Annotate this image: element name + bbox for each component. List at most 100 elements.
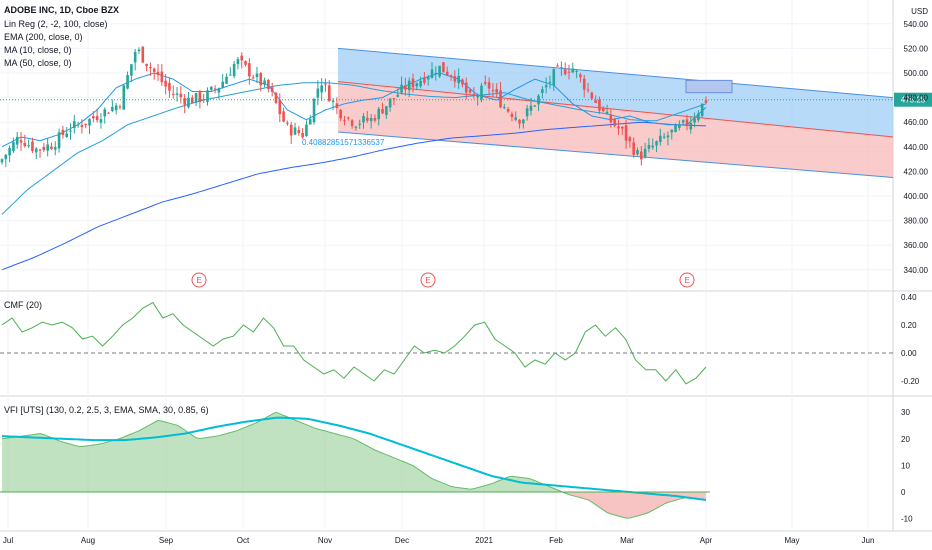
candle-body (327, 85, 331, 102)
highlight-box (685, 79, 733, 94)
candle-body (168, 82, 171, 91)
candle-body (282, 111, 285, 122)
cmf-tick-label: 0.00 (901, 349, 917, 358)
candle-body (590, 92, 594, 99)
candle-body (369, 117, 373, 122)
candle-body (472, 93, 476, 96)
candle-body (617, 126, 620, 129)
x-tick-label: Feb (549, 536, 563, 545)
candle-body (678, 124, 681, 128)
candle-body (700, 103, 704, 117)
candle-body (133, 51, 137, 63)
candle-body (76, 124, 80, 126)
candle-body (164, 80, 167, 87)
candle-body (582, 78, 586, 90)
candle-body (61, 129, 65, 135)
channel-lower-line (337, 131, 894, 179)
channel-mid-line (337, 81, 894, 138)
candle-body (541, 89, 544, 93)
candle-body (145, 63, 148, 67)
vfi-line (1, 411, 707, 519)
candle-body (84, 123, 88, 126)
candle-body (594, 100, 597, 103)
candle-body (240, 55, 244, 61)
candle-body (503, 107, 506, 109)
x-tick-label: Aug (81, 536, 95, 545)
price-tick-label: 400.00 (904, 192, 929, 201)
candle-body (259, 73, 263, 86)
candle-body (8, 147, 11, 156)
candle-body (34, 148, 38, 153)
candle-body (339, 109, 342, 119)
candle-body (449, 75, 453, 77)
candle-body (350, 120, 354, 126)
candle-body (636, 150, 639, 155)
candle-body (476, 95, 479, 98)
candle-body (244, 61, 247, 65)
legend-ema: EMA (200, close, 0) (4, 32, 83, 42)
candle-body (293, 127, 297, 135)
candle-body (316, 88, 320, 98)
candle-body (187, 97, 190, 108)
candle-body (388, 98, 392, 108)
candle-body (445, 71, 449, 76)
candle-body (95, 116, 99, 121)
vfi-title: VFI [UTS] (130, 0.2, 2.5, 3, EMA, SMA, 3… (4, 405, 209, 415)
x-tick-label: Jun (862, 536, 875, 545)
price-annotations: 478.28 E E E (0, 79, 932, 288)
linear-regression-channel: 0.40882851571336537 (302, 47, 894, 179)
candle-body (122, 85, 126, 110)
candle-body (111, 106, 114, 111)
candle-body (19, 140, 23, 143)
candle-body (689, 122, 693, 130)
candle-body (563, 69, 567, 75)
candle-body (92, 116, 95, 119)
candle-body (377, 108, 381, 120)
candle-body (107, 112, 110, 114)
candle-body (152, 68, 156, 72)
candle-body (423, 77, 426, 83)
candle-body (518, 119, 521, 124)
candle-body (320, 85, 323, 93)
candle-body (571, 68, 575, 73)
candle-body (31, 141, 34, 152)
candle-body (404, 85, 407, 90)
candle-body (655, 141, 658, 146)
vfi-tick-label: 30 (901, 408, 910, 417)
legend-ma10: MA (10, close, 0) (4, 45, 72, 55)
price-tick-label: 380.00 (904, 217, 929, 226)
candle-body (38, 149, 42, 151)
candle-body (69, 130, 72, 132)
candle-body (670, 129, 674, 133)
price-tick-label: 440.00 (904, 143, 929, 152)
candle-body (53, 147, 57, 150)
candle-body (358, 123, 362, 125)
candle-body (400, 84, 403, 93)
candle-body (411, 78, 415, 88)
candle-body (23, 143, 27, 147)
candle-body (229, 74, 232, 76)
candle-body (324, 83, 327, 85)
candle-body (366, 117, 369, 121)
cmf-tick-label: -0.20 (901, 377, 920, 386)
candle-body (533, 105, 537, 107)
candle-body (141, 46, 145, 63)
candle-body (601, 107, 605, 111)
price-tick-label: 500.00 (904, 69, 929, 78)
price-tick-label: 360.00 (904, 241, 929, 250)
candle-body (624, 125, 628, 141)
candle-body (206, 90, 209, 102)
candle-body (510, 114, 514, 117)
vfi-tick-label: -10 (901, 515, 913, 524)
axes: Jul Aug Sep Oct Nov Dec 2021 Feb Mar Apr May Jun 340… (3, 7, 929, 545)
cmf-tick-label: 0.40 (901, 293, 917, 302)
candle-body (560, 67, 563, 69)
vfi-panel (0, 411, 710, 519)
candle-body (171, 93, 175, 95)
x-tick-label: 2021 (475, 536, 493, 545)
candle-body (0, 159, 4, 163)
vfi-signal-line (1, 416, 707, 501)
candle-body (270, 87, 274, 92)
candle-body (392, 98, 396, 100)
